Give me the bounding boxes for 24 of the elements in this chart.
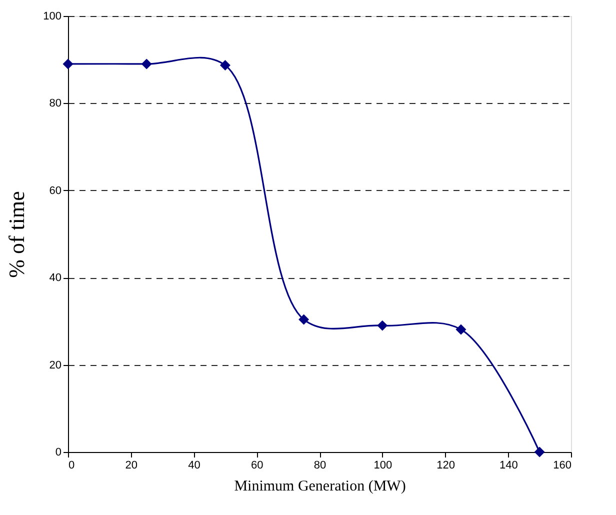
y-tick-label: 80 <box>49 98 62 110</box>
x-tick-label: 40 <box>188 460 200 472</box>
x-tick-label: 20 <box>125 460 138 472</box>
y-tick-label: 40 <box>49 272 62 284</box>
x-tick-label: 140 <box>499 460 518 472</box>
x-tick-label: 0 <box>68 460 75 472</box>
y-tick-label: 0 <box>55 446 62 458</box>
point <box>456 324 466 335</box>
point <box>62 58 74 70</box>
point <box>298 314 310 325</box>
point <box>220 60 230 71</box>
point <box>377 320 388 331</box>
x-tick-label: 100 <box>374 460 392 472</box>
x-tick-label: 80 <box>314 460 326 472</box>
point <box>141 58 152 70</box>
y-axis-title: % of time <box>4 191 30 278</box>
y-tick-label: 60 <box>49 184 62 197</box>
x-axis-title: Minimum Generation (MW) <box>234 478 406 494</box>
point <box>534 446 545 458</box>
x-tick-label: 120 <box>436 460 455 472</box>
y-tick-label: 100 <box>43 10 62 22</box>
x-tick-label: 160 <box>553 460 572 472</box>
x-tick-label: 60 <box>251 460 264 472</box>
y-tick-label: 20 <box>49 359 62 372</box>
